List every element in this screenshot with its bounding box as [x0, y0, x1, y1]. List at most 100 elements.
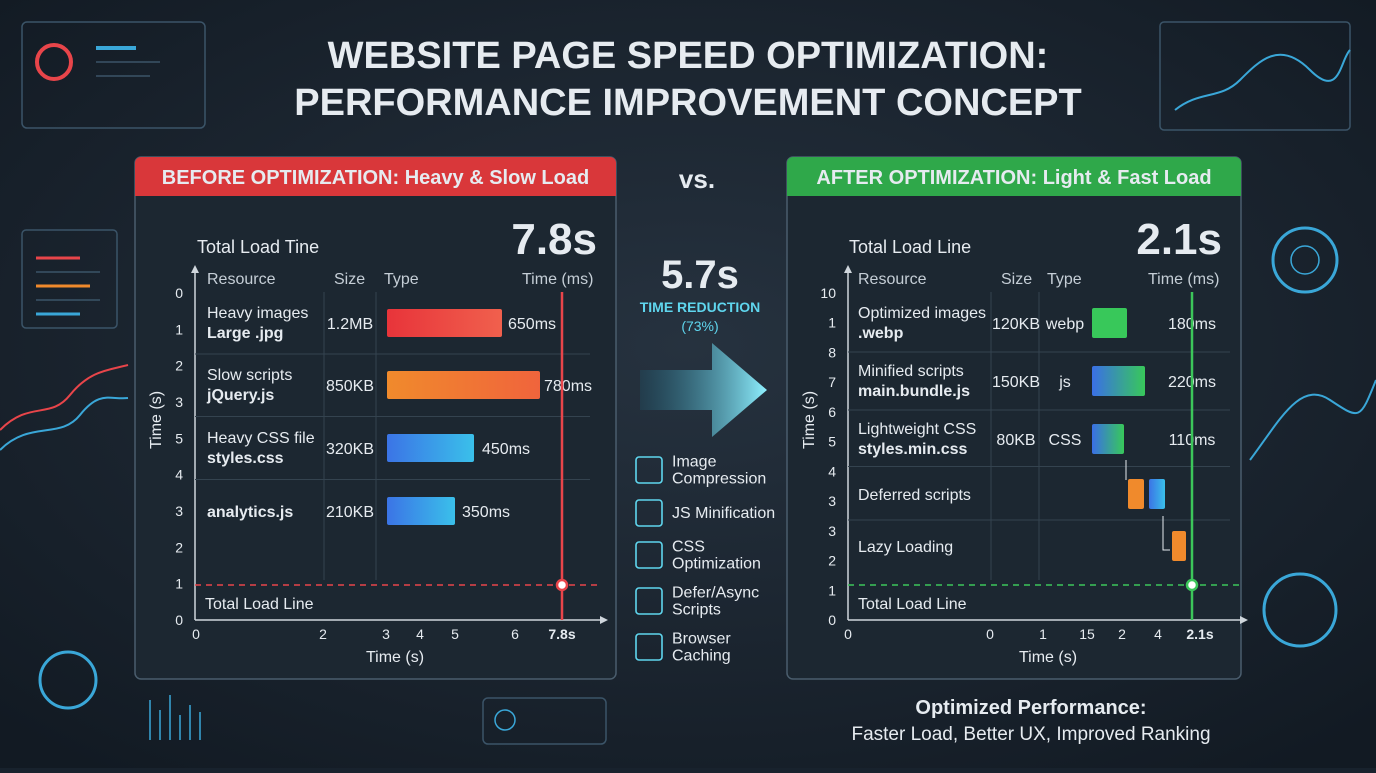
resource-name: Minified scripts: [858, 363, 964, 380]
resource-file: Large .jpg: [207, 325, 283, 342]
resource-name: Heavy CSS file: [207, 430, 315, 447]
y-tick-label: 0: [175, 612, 183, 628]
x-tick-label: 6: [511, 626, 519, 642]
footer-subtitle: Faster Load, Better UX, Improved Ranking: [851, 724, 1210, 745]
x-tick-label: 3: [382, 626, 390, 642]
column-header: Size: [1001, 271, 1032, 288]
x-tick-label: 4: [1154, 626, 1162, 642]
technique-label: Browser: [672, 631, 731, 648]
technique-icon: [635, 456, 663, 484]
resource-file: styles.min.css: [858, 441, 968, 458]
resource-name: Heavy images: [207, 305, 308, 322]
axis-arrow: [191, 265, 199, 273]
column-header: Size: [334, 271, 365, 288]
column-header: Type: [1047, 271, 1082, 288]
y-tick-label: 3: [828, 523, 836, 539]
resource-type: js: [1058, 374, 1071, 391]
y-tick-label: 4: [175, 467, 183, 483]
timing-bar: [387, 371, 540, 399]
y-tick-label: 10: [820, 285, 836, 301]
metric-value: 7.8s: [511, 215, 597, 264]
resource-size: 120KB: [992, 316, 1040, 333]
banner: [135, 157, 616, 196]
title: PERFORMANCE IMPROVEMENT CONCEPT: [294, 82, 1081, 124]
x-tick-label: 2: [319, 626, 327, 642]
y-tick-label: 7: [828, 374, 836, 390]
resource-size: 80KB: [996, 432, 1035, 449]
y-tick-label: 1: [175, 321, 183, 337]
resource-size: 210KB: [326, 504, 374, 521]
technique-label: Scripts: [672, 602, 721, 619]
x-axis-label: Time (s): [1019, 649, 1077, 666]
resource-name: Deferred scripts: [858, 487, 971, 504]
column-header: Resource: [207, 271, 276, 288]
resource-file: .webp: [858, 325, 904, 342]
metric-label: Total Load Tine: [197, 237, 319, 257]
y-tick-label: 6: [828, 404, 836, 420]
resource-size: 320KB: [326, 441, 374, 458]
connector: [1125, 460, 1170, 551]
y-tick-label: 3: [175, 503, 183, 519]
resource-type: webp: [1045, 316, 1084, 333]
axis-arrow: [844, 265, 852, 273]
load-line-label: Total Load Line: [205, 596, 314, 613]
axis-arrow: [1240, 616, 1248, 624]
technique-label: Compression: [672, 471, 766, 488]
vs-label: vs.: [679, 164, 715, 194]
timing-bar: [1128, 479, 1144, 509]
arrow: [640, 343, 767, 437]
resource-file: jQuery.js: [206, 387, 274, 404]
banner: [787, 157, 1241, 196]
resource-time: 450ms: [482, 441, 530, 458]
metric-label: Total Load Line: [849, 237, 971, 257]
technique-icon: [635, 499, 663, 527]
column-header: Time (ms): [522, 271, 593, 288]
resource-time: 350ms: [462, 504, 510, 521]
technique-label: Defer/Async: [672, 585, 759, 602]
x-tick-label: 2.1s: [1186, 626, 1213, 642]
x-tick-label: 4: [416, 626, 424, 642]
x-tick-label: 5: [451, 626, 459, 642]
y-tick-label: 2: [175, 539, 183, 555]
reduction-value: 5.7s: [661, 253, 739, 297]
reduction-label: TIME REDUCTION: [640, 299, 761, 315]
y-tick-label: 1: [828, 315, 836, 331]
resource-type: CSS: [1049, 432, 1082, 449]
y-tick-label: 4: [828, 463, 836, 479]
load-line-label: Total Load Line: [858, 596, 967, 613]
y-tick-label: 8: [828, 344, 836, 360]
y-tick-label: 5: [828, 434, 836, 450]
load-marker: [1185, 578, 1199, 592]
x-tick-label: 2: [1118, 626, 1126, 642]
timing-bar: [1092, 308, 1127, 338]
timing-bar: [387, 497, 455, 525]
x-tick-label: 1: [1039, 626, 1047, 642]
timing-bar: [387, 434, 474, 462]
banner-text: BEFORE OPTIMIZATION: Heavy & Slow Load: [162, 167, 589, 189]
y-tick-label: 3: [175, 394, 183, 410]
technique-label: JS Minification: [672, 505, 775, 522]
technique-icon: [635, 633, 663, 661]
y-tick-label: 5: [175, 430, 183, 446]
resource-name: Lightweight CSS: [858, 421, 976, 438]
technique-label: Caching: [672, 648, 731, 665]
x-tick-label: 0: [844, 626, 852, 642]
y-tick-label: 1: [828, 582, 836, 598]
banner-text: AFTER OPTIMIZATION: Light & Fast Load: [816, 167, 1211, 189]
footer-title: Optimized Performance:: [915, 697, 1146, 719]
resource-name: Optimized images: [858, 305, 986, 322]
y-tick-label: 2: [175, 358, 183, 374]
resource-file: styles.css: [207, 450, 284, 467]
x-tick-label: 0: [986, 626, 994, 642]
column-header: Resource: [858, 271, 927, 288]
y-axis-label: Time (s): [801, 391, 818, 449]
resource-file: analytics.js: [207, 504, 293, 521]
reduction-percent: (73%): [681, 318, 718, 334]
resource-time: 780ms: [544, 378, 592, 395]
load-marker: [555, 578, 569, 592]
resource-name: Lazy Loading: [858, 539, 953, 556]
axis-arrow: [600, 616, 608, 624]
y-tick-label: 1: [175, 576, 183, 592]
resource-time: 650ms: [508, 316, 556, 333]
timing-bar: [1172, 531, 1186, 561]
